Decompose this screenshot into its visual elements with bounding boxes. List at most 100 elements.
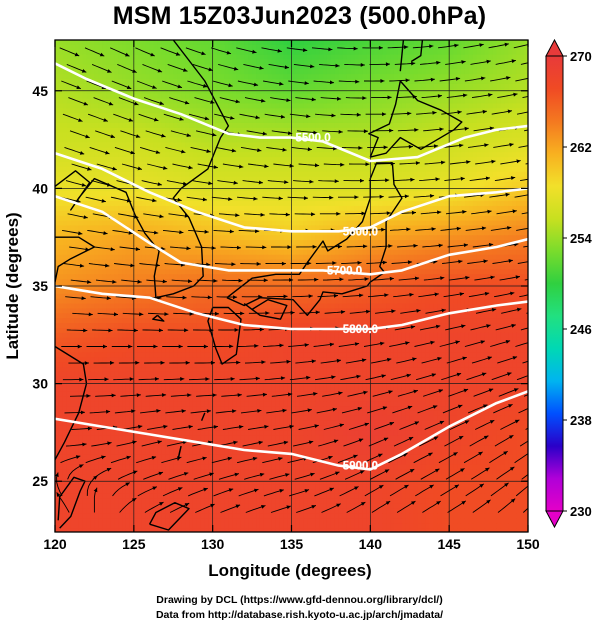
heat-cell [472,79,478,85]
heat-cell [137,49,143,56]
heat-cell [460,210,466,217]
heat-cell [350,88,356,95]
heat-cell [433,152,438,158]
heat-cell [236,240,241,246]
heat-cell [244,166,249,173]
heat-cell [110,122,115,129]
heat-cell [157,152,163,158]
heat-cell [397,98,403,105]
heat-cell [177,176,182,183]
heat-cell [236,79,241,85]
heat-cell [342,196,348,202]
heat-cell [362,59,367,65]
heat-cell [488,137,494,144]
heat-cell [114,230,119,236]
heat-cell [437,230,442,236]
heat-cell [232,210,237,217]
heat-cell [271,64,277,70]
heat-cell [129,93,135,100]
heat-cell [185,83,190,90]
heat-cell [110,205,115,212]
heat-cell [437,113,442,119]
heat-cell [457,44,462,51]
heat-cell [58,93,64,100]
heat-cell [181,54,186,61]
heat-cell [94,235,99,241]
heat-cell [524,98,528,105]
heat-cell [386,162,391,168]
heat-cell [240,142,245,148]
heat-cell [271,210,277,217]
heat-cell [212,210,218,217]
heat-cell [468,220,474,227]
heat-cell [55,132,60,139]
heat-cell [295,108,300,114]
heat-cell [248,59,253,65]
heat-cell [78,176,84,183]
heat-cell [204,93,210,100]
heat-cell [177,40,182,46]
heat-cell [338,205,344,212]
heat-cell [232,69,237,75]
heat-cell [374,54,379,61]
heat-cell [204,142,210,148]
heat-cell [78,98,84,105]
heat-cell [252,79,257,85]
heat-cell [468,118,474,124]
heat-cell [66,83,72,90]
heat-cell [133,142,139,148]
heat-cell [492,215,498,222]
heat-cell [504,205,509,212]
heat-cell [216,142,222,148]
heat-cell [252,166,257,173]
heat-cell [196,205,202,212]
heat-cell [378,113,383,119]
heat-cell [342,44,348,51]
heat-cell [433,40,438,46]
heat-cell [177,152,182,158]
heat-cell [267,103,273,109]
heat-cell [315,49,320,56]
heat-cell [82,44,88,51]
heat-cell [177,205,182,212]
heat-cell [129,235,135,241]
heat-cell [417,201,423,207]
heat-cell [192,44,198,51]
heat-cell [386,166,391,173]
heat-cell [480,118,486,124]
heat-cell [516,108,521,114]
heat-cell [374,132,379,139]
heat-cell [256,118,261,124]
heat-cell [401,40,407,46]
heat-cell [303,74,308,80]
heat-cell [220,191,226,197]
heat-cell [417,171,423,178]
heat-cell [236,88,241,95]
heat-cell [334,230,340,236]
heat-cell [421,98,427,105]
heat-cell [437,215,442,222]
heat-cell [516,191,521,197]
heat-cell [98,54,103,61]
heat-cell [145,49,151,56]
heat-cell [102,59,107,65]
heat-cell [350,49,356,56]
heat-cell [299,108,304,114]
heat-cell [334,98,340,105]
heat-cell [295,220,300,227]
heat-cell [464,235,470,241]
heat-cell [189,171,194,178]
heat-cell [330,103,336,109]
heat-cell [118,162,123,168]
heat-cell [189,152,194,158]
heat-cell [275,196,281,202]
heat-cell [263,118,269,124]
heat-cell [516,225,521,231]
heat-cell [311,132,316,139]
heat-cell [295,137,300,144]
heat-cell [55,162,60,168]
heat-cell [291,205,297,212]
heat-cell [484,108,490,114]
heat-cell [370,127,375,134]
heat-cell [366,176,371,183]
